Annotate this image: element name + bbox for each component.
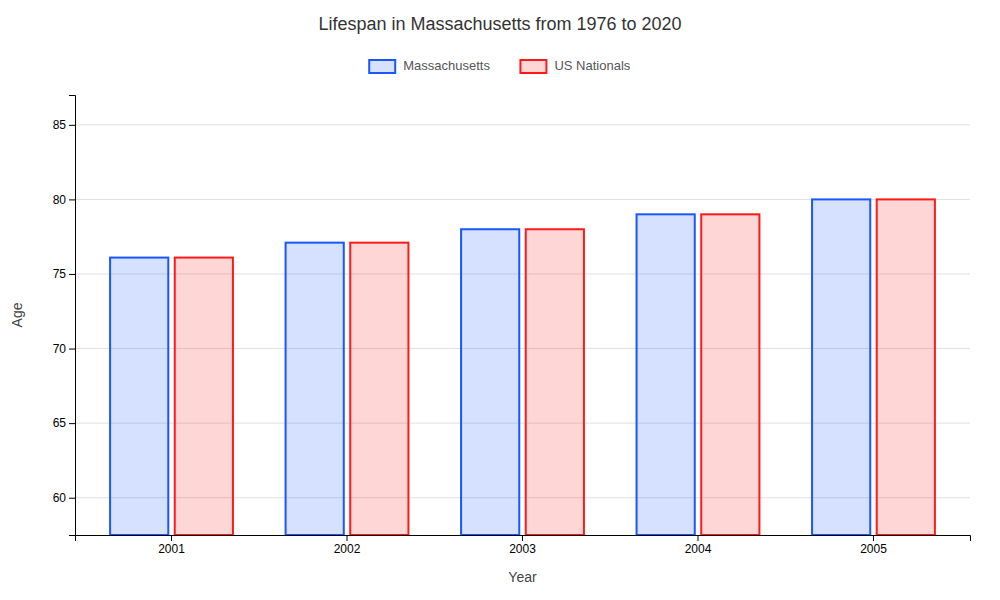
axis-line [76,536,971,542]
tick-label: 2001 [158,542,185,556]
tick: 2001 [158,535,185,556]
tick-mark [873,535,874,541]
bars [110,199,935,535]
tick-mark [522,535,523,541]
bar [812,199,870,535]
tick-label: 2003 [509,542,536,556]
tick-mark [69,349,75,350]
tick: 2004 [685,535,712,556]
tick-mark [347,535,348,541]
tick: 70 [53,342,75,356]
series [175,199,935,535]
tick: 80 [53,193,75,207]
tick: 60 [53,491,75,505]
tick-label: 2004 [685,542,712,556]
axis-line [69,96,76,536]
tick-mark [697,535,698,541]
plot: 2001 2002 2003 2004 2005 60 65 70 75 80 85 [53,96,971,556]
bar [286,243,344,535]
y-axis: 60 65 70 75 80 85 [53,96,76,536]
tick-mark [69,274,75,275]
bar [877,199,935,535]
tick: 2003 [509,535,536,556]
bar [175,258,233,535]
bar [701,214,759,535]
tick-label: 80 [53,193,67,207]
tick-mark [69,125,75,126]
legend-swatch [520,60,546,73]
legend-label: US Nationals [554,58,630,73]
tick: 2005 [860,535,887,556]
legend-item: US Nationals [520,58,630,73]
grid-line [75,124,970,125]
tick: 85 [53,118,75,132]
tick-label: 65 [53,416,67,430]
tick: 75 [53,267,75,281]
tick-mark [171,535,172,541]
series [110,199,870,535]
legend-item: Massachusetts [369,58,490,73]
tick: 65 [53,416,75,430]
tick-label: 70 [53,342,67,356]
legend: Massachusetts US Nationals [369,58,631,73]
tick-label: 2005 [860,542,887,556]
title: Lifespan in Massachusetts from 1976 to 2… [318,14,681,34]
bar [461,229,519,535]
y-axis-title: Age [9,302,25,327]
legend-swatch [369,60,395,73]
x-axis-title: Year [508,569,537,585]
tick-mark [69,199,75,200]
tick-mark [69,498,75,499]
tick: 2002 [334,535,361,556]
tick-label: 60 [53,491,67,505]
bar [110,258,168,535]
tick-label: 2002 [334,542,361,556]
bar [526,229,584,535]
bar [350,243,408,535]
x-axis: 2001 2002 2003 2004 2005 [76,535,971,556]
tick-label: 85 [53,118,67,132]
bar [637,214,695,535]
tick-label: 75 [53,267,67,281]
legend-label: Massachusetts [403,58,490,73]
chart: 2001 2002 2003 2004 2005 60 65 70 75 80 85 Year Age L… [0,0,1000,600]
tick-mark [69,423,75,424]
